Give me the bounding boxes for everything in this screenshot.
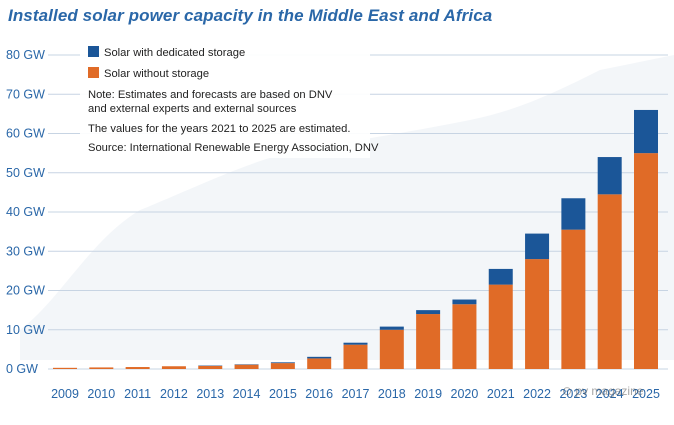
y-tick-label: 50 GW <box>6 166 45 180</box>
bar-without-storage <box>525 259 550 369</box>
chart-title: Installed solar power capacity in the Mi… <box>8 6 493 25</box>
y-tick-label: 20 GW <box>6 284 45 298</box>
y-tick-label: 80 GW <box>6 48 45 62</box>
legend-swatch-storage <box>88 46 99 57</box>
y-tick-label: 10 GW <box>6 323 45 337</box>
bar-without-storage <box>343 344 368 369</box>
y-tick-label: 60 GW <box>6 127 45 141</box>
bar-with-storage <box>307 356 332 359</box>
bar-without-storage <box>125 367 150 369</box>
bar-with-storage <box>525 233 550 260</box>
legend-box: Solar with dedicated storage Solar witho… <box>80 40 378 158</box>
bar-without-storage <box>452 304 477 369</box>
legend-item-with-storage: Solar with dedicated storage <box>88 46 245 60</box>
x-tick-label: 2025 <box>632 387 660 401</box>
x-tick-label: 2017 <box>342 387 370 401</box>
x-tick-label: 2010 <box>87 387 115 401</box>
bar-without-storage <box>561 229 586 369</box>
bar-without-storage <box>307 358 332 369</box>
bar-without-storage <box>379 329 404 369</box>
legend-label-no-storage: Solar without storage <box>104 68 210 80</box>
bar-with-storage <box>379 326 404 330</box>
x-axis-ticks: 2009 2010 2011 2012 2013 2014 2015 2016 2017 2018… <box>51 387 660 401</box>
y-axis-ticks: 0 GW 10 GW 20 GW 30 GW 40 GW 50 GW 60 GW 70 GW 8… <box>6 48 45 376</box>
bar-with-storage <box>634 109 658 154</box>
y-tick-label: 40 GW <box>6 205 45 219</box>
bar-without-storage <box>161 366 186 369</box>
bar-layer <box>53 109 658 369</box>
x-tick-label: 2014 <box>233 387 261 401</box>
x-tick-label: 2024 <box>596 387 624 401</box>
bar-without-storage <box>53 367 77 369</box>
note-line-2: and external experts and external source… <box>88 103 297 115</box>
legend-label-storage: Solar with dedicated storage <box>104 47 246 59</box>
bar-with-storage <box>561 198 586 230</box>
y-tick-label: 0 GW <box>6 362 38 376</box>
bar-without-storage <box>488 284 513 369</box>
legend-item-without-storage: Solar without storage <box>88 67 209 81</box>
x-tick-label: 2009 <box>51 387 79 401</box>
bar-without-storage <box>416 314 441 369</box>
x-tick-label: 2023 <box>559 387 587 401</box>
x-tick-label: 2018 <box>378 387 406 401</box>
x-tick-label: 2016 <box>305 387 333 401</box>
bar-without-storage <box>597 194 622 369</box>
x-tick-label: 2012 <box>160 387 188 401</box>
y-tick-label: 30 GW <box>6 244 45 258</box>
x-tick-label: 2021 <box>487 387 515 401</box>
bar-with-storage <box>270 362 295 364</box>
x-tick-label: 2022 <box>523 387 551 401</box>
note-line-1: Note: Estimates and forecasts are based … <box>88 89 333 101</box>
y-tick-label: 70 GW <box>6 87 45 101</box>
x-tick-label: 2015 <box>269 387 297 401</box>
legend-swatch-no-storage <box>88 67 99 78</box>
x-tick-label: 2011 <box>124 387 151 401</box>
bar-with-storage <box>597 157 622 195</box>
bar-with-storage <box>416 310 441 315</box>
bar-with-storage <box>343 342 368 345</box>
bar-without-storage <box>270 363 295 369</box>
note-line-3: The values for the years 2021 to 2025 ar… <box>88 123 351 135</box>
x-tick-label: 2013 <box>196 387 224 401</box>
watermark: ⊙ pv magazine <box>562 384 644 398</box>
bar-with-storage <box>488 268 513 285</box>
bar-with-storage <box>452 299 477 305</box>
bar-without-storage <box>198 365 223 369</box>
x-tick-label: 2020 <box>451 387 479 401</box>
note-source: Source: International Renewable Energy A… <box>88 142 379 154</box>
bar-without-storage <box>634 153 658 369</box>
bar-without-storage <box>89 367 114 369</box>
x-tick-label: 2019 <box>414 387 442 401</box>
bar-without-storage <box>234 364 259 369</box>
